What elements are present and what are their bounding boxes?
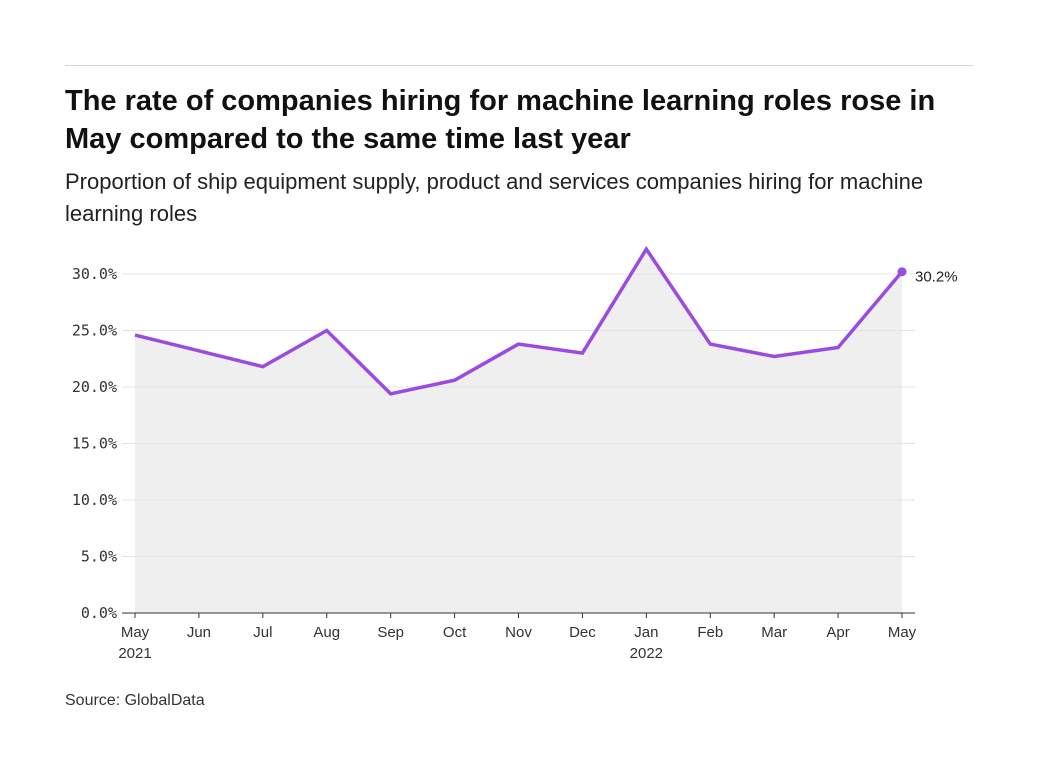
x-tick-label: Jan [634,624,658,641]
data-point [897,267,907,277]
y-tick-label: 20.0% [72,378,117,396]
data-line [134,245,904,396]
x-year-label: 2022 [630,645,663,662]
x-tick-label: Jul [253,624,272,641]
x-tick-label: May [888,624,917,641]
chart-subtitle: Proportion of ship equipment supply, pro… [65,169,924,226]
chart-title: The rate of companies hiring for machine… [65,85,936,155]
x-tick-label: Mar [761,624,787,641]
x-year-label: 2021 [118,645,151,662]
y-tick-label: 10.0% [72,491,117,509]
y-tick-label: 30.0% [72,265,117,283]
x-tick-label: Jun [187,624,211,641]
y-tick-label: 5.0% [81,548,117,566]
y-tick-label: 15.0% [72,435,117,453]
x-tick-label: Oct [443,624,467,641]
x-tick-label: May [121,624,150,641]
x-tick-label: Feb [697,624,723,641]
x-tick-label: Dec [569,624,596,641]
x-tick-label: Apr [826,624,849,641]
area-fill [135,249,902,613]
source-note: Source: GlobalData [65,692,205,709]
x-tick-label: Nov [505,624,532,641]
x-tick-label: Aug [313,624,340,641]
last-value-label: 30.2% [915,269,958,286]
y-tick-label: 25.0% [72,322,117,340]
y-tick-label: 0.0% [81,604,117,622]
x-tick-label: Sep [377,624,404,641]
top-rule [65,65,973,66]
